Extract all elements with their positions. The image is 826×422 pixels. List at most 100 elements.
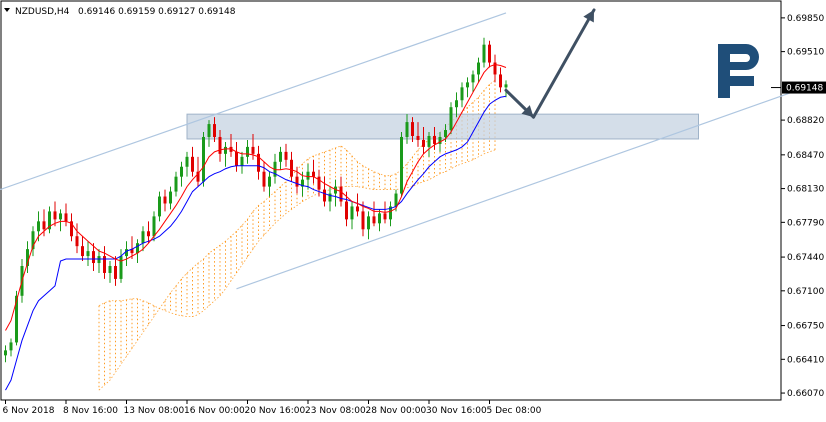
resistance-zone (186, 113, 699, 140)
price-tick-label: 0.67440 (787, 253, 824, 263)
bear-candle (262, 171, 266, 187)
bear-candle (42, 221, 46, 230)
plot-area (0, 0, 798, 401)
price-axis: 0.69850 0.69510 0.68820 0.68470 0.68130 0.677… (781, 14, 824, 399)
bear-candle (70, 221, 73, 237)
bear-candle (312, 171, 315, 177)
chart-ohlc-values: 0.69146 0.69159 0.69127 0.69148 (78, 7, 236, 17)
bull-candle (328, 193, 332, 202)
bear-candle (218, 136, 222, 154)
bull-candle (158, 196, 161, 217)
bear-candle (64, 213, 68, 222)
bull-candle (350, 206, 354, 220)
bull-candle (279, 151, 282, 162)
price-tick-label: 0.68470 (787, 151, 824, 161)
bull-candle (26, 249, 29, 267)
bull-candle (48, 211, 51, 230)
bull-candle (141, 231, 145, 244)
bull-candle (460, 87, 464, 101)
bull-candle (449, 107, 453, 131)
bear-candle (411, 122, 414, 136)
time-tick-label: 23 Nov 08:00 (305, 406, 366, 416)
bull-candle (174, 176, 178, 192)
bull-candle (301, 179, 304, 187)
bull-candle (389, 206, 392, 220)
price-tag-background (782, 81, 826, 94)
bull-candle (455, 100, 458, 108)
bull-candle (477, 62, 480, 75)
bull-candle (427, 135, 431, 147)
bear-candle (163, 196, 167, 204)
bear-candle (114, 266, 117, 279)
bear-candle (416, 135, 420, 140)
bull-candle (59, 213, 62, 220)
time-tick-label: 30 Nov 16:00 (426, 406, 487, 416)
bull-candle (15, 295, 18, 343)
bear-candle (196, 171, 200, 182)
current-price-tag: 0.69148 (782, 81, 826, 94)
bull-candle (394, 193, 398, 207)
current-price-label: 0.69148 (786, 84, 823, 94)
bull-candle (504, 84, 508, 88)
bear-candle (339, 186, 343, 202)
bull-candle (180, 166, 183, 177)
bear-candle (81, 246, 84, 257)
price-tick-label: 0.68130 (787, 185, 824, 195)
time-tick-label: 28 Nov 00:00 (366, 406, 427, 416)
tenkan-sen-line (5, 64, 507, 331)
bear-candle (422, 139, 425, 147)
bull-candle (152, 216, 156, 237)
bull-candle (367, 216, 370, 230)
bear-candle (75, 236, 79, 247)
time-tick-label: 13 Nov 08:00 (124, 406, 185, 416)
time-tick-label: 20 Nov 16:00 (245, 406, 306, 416)
bull-candle (86, 251, 90, 257)
bear-candle (257, 153, 260, 172)
time-tick-label: 8 Nov 16:00 (63, 406, 118, 416)
bull-candle (306, 171, 310, 180)
bear-candle (235, 151, 238, 166)
bear-candle (356, 206, 359, 212)
bull-candle (246, 146, 249, 157)
bull-candle (4, 350, 7, 356)
logo-icon (718, 44, 759, 98)
bull-candle (240, 156, 244, 166)
bear-candle (488, 44, 491, 63)
bear-candle (284, 151, 288, 160)
price-tick-label: 0.68820 (787, 116, 824, 126)
bull-candle (125, 249, 128, 257)
bull-candle (202, 136, 205, 182)
bull-candle (31, 231, 35, 250)
bull-candle (471, 74, 475, 83)
bear-candle (92, 251, 95, 264)
collapse-triangle-icon[interactable] (4, 8, 10, 12)
bull-candle (444, 130, 447, 137)
bear-candle (295, 176, 299, 187)
trend-channel (0, 12, 798, 290)
chart-header: NZDUSD,H4 0.69146 0.69159 0.69127 0.6914… (4, 7, 236, 17)
forecast-arrow-head-icon (521, 105, 534, 118)
bear-candle (493, 62, 497, 75)
bear-candle (323, 189, 326, 202)
bear-candle (499, 74, 502, 88)
bull-candle (37, 221, 40, 232)
senkou-span-b (98, 149, 496, 318)
price-tick-label: 0.66410 (787, 355, 824, 365)
bull-candle (136, 243, 139, 254)
chart-symbol: NZDUSD,H4 (15, 7, 70, 17)
bear-candle (53, 211, 57, 220)
bull-candle (169, 191, 172, 204)
plot-frame (0, 0, 782, 401)
price-tick-label: 0.67100 (787, 287, 824, 297)
bull-candle (405, 122, 409, 137)
price-tick-label: 0.67790 (787, 218, 824, 228)
channel-upper-line (0, 12, 507, 191)
forecast-arrow-shaft (532, 8, 596, 119)
bull-candle (185, 156, 189, 167)
kijun-sen-line (5, 95, 507, 391)
bear-candle (191, 156, 194, 172)
bull-candle (268, 176, 271, 187)
bear-candle (317, 176, 321, 190)
bear-candle (147, 231, 150, 237)
